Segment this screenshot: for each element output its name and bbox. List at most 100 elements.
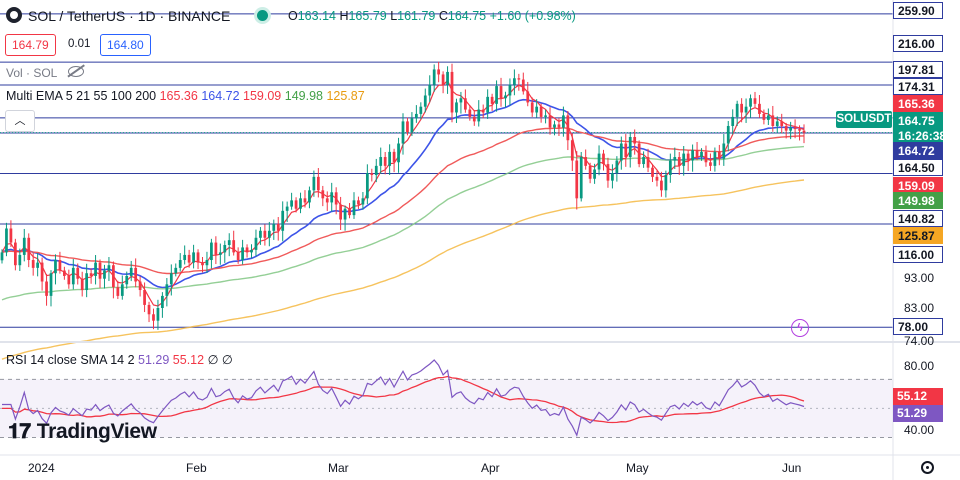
candle[interactable]	[464, 89, 467, 113]
candle[interactable]	[602, 149, 605, 171]
candle[interactable]	[673, 147, 677, 169]
candle[interactable]	[579, 152, 583, 202]
candle[interactable]	[686, 150, 690, 172]
candle[interactable]	[263, 224, 267, 246]
candle[interactable]	[726, 120, 730, 152]
candle[interactable]	[129, 260, 133, 282]
candle[interactable]	[250, 244, 253, 259]
collapse-legend-button[interactable]: ︿	[5, 110, 35, 132]
candle[interactable]	[374, 158, 378, 183]
candle[interactable]	[232, 230, 236, 256]
candle[interactable]	[606, 157, 610, 188]
candle[interactable]	[655, 170, 659, 187]
candle[interactable]	[798, 125, 801, 141]
candle[interactable]	[339, 196, 342, 231]
ema-legend[interactable]: Multi EMA 5 21 55 100 200 165.36 164.72 …	[6, 89, 365, 103]
candle[interactable]	[227, 233, 231, 257]
candle[interactable]	[530, 97, 534, 117]
candle[interactable]	[588, 162, 592, 184]
candle[interactable]	[383, 152, 387, 175]
candle[interactable]	[201, 256, 204, 273]
candle[interactable]	[753, 91, 757, 107]
candle[interactable]	[664, 170, 668, 198]
candle[interactable]	[147, 301, 151, 323]
candle[interactable]	[98, 259, 102, 288]
candle[interactable]	[388, 144, 392, 176]
candle[interactable]	[272, 219, 276, 240]
candle[interactable]	[472, 109, 476, 126]
settings-gear-icon[interactable]	[921, 461, 934, 474]
candle[interactable]	[13, 238, 17, 271]
candle[interactable]	[312, 170, 316, 197]
candle[interactable]	[802, 124, 806, 144]
candle[interactable]	[352, 192, 356, 219]
candle[interactable]	[89, 268, 93, 284]
candle[interactable]	[499, 77, 503, 107]
candle[interactable]	[704, 145, 708, 167]
candle[interactable]	[187, 249, 191, 268]
candle[interactable]	[303, 190, 307, 208]
candle[interactable]	[0, 249, 4, 264]
candle[interactable]	[486, 89, 490, 119]
candle[interactable]	[740, 98, 743, 123]
candle[interactable]	[677, 152, 681, 176]
candle[interactable]	[192, 244, 195, 269]
candle[interactable]	[526, 81, 530, 107]
symbol-price-tag[interactable]: SOLUSDT	[836, 111, 892, 128]
candle[interactable]	[495, 80, 498, 112]
candle[interactable]	[169, 264, 173, 296]
candle[interactable]	[392, 148, 396, 173]
candle[interactable]	[330, 182, 334, 212]
candle[interactable]	[67, 269, 71, 289]
candle[interactable]	[63, 266, 66, 280]
candle[interactable]	[218, 243, 222, 265]
candle[interactable]	[401, 113, 405, 155]
candle[interactable]	[22, 228, 26, 262]
candle[interactable]	[94, 255, 97, 285]
candle[interactable]	[143, 282, 146, 313]
candle[interactable]	[459, 91, 463, 114]
candle[interactable]	[668, 153, 672, 183]
lightning-icon[interactable]: ϟ	[791, 319, 809, 337]
candle[interactable]	[45, 273, 48, 306]
candle[interactable]	[468, 105, 472, 121]
candle[interactable]	[481, 104, 485, 119]
candle[interactable]	[441, 71, 445, 94]
candle[interactable]	[357, 196, 360, 209]
candle[interactable]	[695, 141, 699, 161]
candle[interactable]	[31, 253, 35, 276]
candle[interactable]	[548, 107, 552, 135]
candle[interactable]	[793, 119, 797, 139]
candle[interactable]	[406, 117, 409, 136]
candle[interactable]	[370, 168, 374, 182]
candle[interactable]	[437, 61, 441, 83]
candle[interactable]	[477, 100, 481, 127]
candle[interactable]	[112, 261, 115, 299]
candle[interactable]	[410, 112, 414, 137]
candle[interactable]	[18, 248, 22, 272]
sell-price-button[interactable]: 164.79	[5, 34, 56, 56]
candle[interactable]	[161, 292, 164, 318]
candle[interactable]	[700, 148, 703, 161]
candle[interactable]	[691, 144, 694, 172]
candle[interactable]	[628, 131, 632, 168]
candle[interactable]	[619, 136, 623, 170]
candle[interactable]	[325, 191, 329, 211]
candle[interactable]	[490, 93, 494, 111]
candle[interactable]	[544, 109, 547, 124]
candle[interactable]	[775, 116, 779, 133]
candle[interactable]	[744, 98, 748, 123]
candle[interactable]	[285, 201, 289, 223]
candle[interactable]	[504, 91, 507, 108]
candle[interactable]	[210, 238, 213, 269]
candle[interactable]	[290, 192, 293, 210]
candle[interactable]	[5, 222, 8, 257]
candle[interactable]	[138, 276, 142, 297]
candle[interactable]	[276, 217, 280, 241]
candle[interactable]	[584, 149, 588, 170]
candle[interactable]	[49, 270, 53, 307]
candle[interactable]	[566, 111, 570, 151]
candle[interactable]	[236, 247, 240, 264]
candle[interactable]	[80, 271, 84, 297]
candle[interactable]	[713, 147, 717, 172]
